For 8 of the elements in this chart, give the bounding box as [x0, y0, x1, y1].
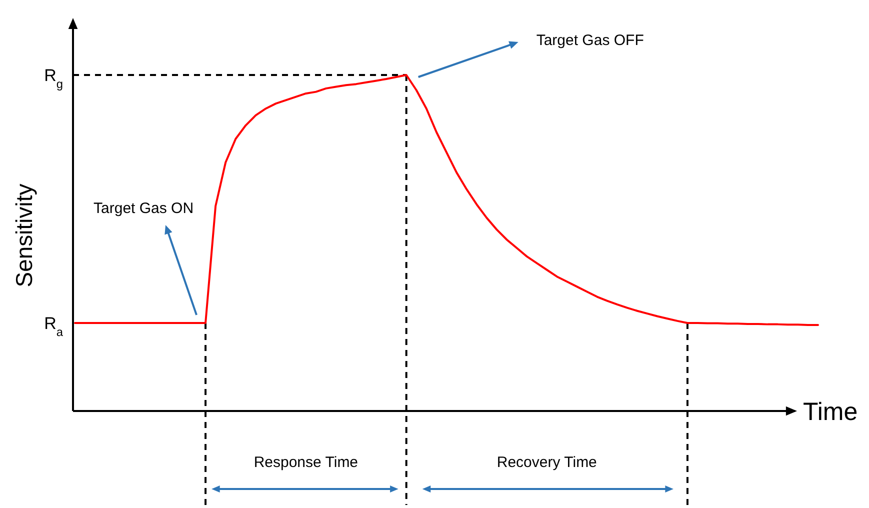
- text: Response Time: [254, 454, 358, 471]
- annotation: Target Gas ON: [94, 200, 194, 217]
- text: Recovery Time: [496, 454, 597, 471]
- text: R$_{a}$: [44, 314, 64, 339]
- text: Target Gas OFF: [536, 32, 644, 49]
- text: R$_{g}$: [44, 66, 63, 91]
- x-axis-title: Time: [803, 398, 858, 426]
- y-axis-title: Sensitivity: [11, 183, 37, 288]
